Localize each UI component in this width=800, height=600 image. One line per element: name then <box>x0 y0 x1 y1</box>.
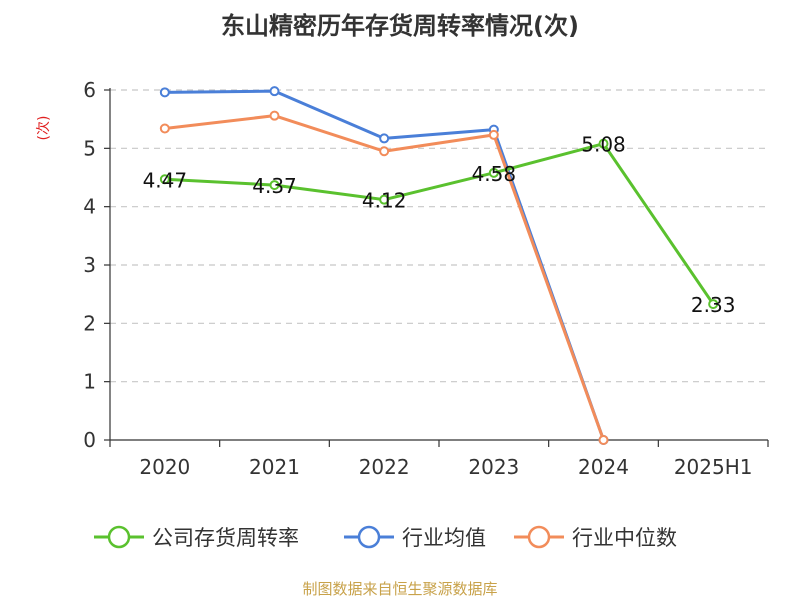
data-point[interactable] <box>379 133 390 144</box>
data-label: 4.47 <box>143 168 188 192</box>
chart-title: 东山精密历年存货周转率情况(次) <box>221 12 579 40</box>
data-point[interactable] <box>159 174 170 185</box>
legend-label: 行业均值 <box>402 526 486 550</box>
data-point[interactable] <box>269 86 280 97</box>
x-tick-label: 2022 <box>359 455 410 479</box>
data-label: 4.58 <box>472 162 517 186</box>
y-tick-label: 2 <box>83 311 96 335</box>
data-label: 2.33 <box>691 293 736 317</box>
legend-swatch-marker <box>107 525 131 549</box>
x-tick-label: 2025H1 <box>674 455 753 479</box>
data-point[interactable] <box>488 167 499 178</box>
y-tick-label: 3 <box>83 253 96 277</box>
data-point[interactable] <box>159 123 170 134</box>
data-label: 4.37 <box>252 174 297 198</box>
legend-item[interactable]: 行业中位数 <box>514 525 677 550</box>
data-label: 4.12 <box>362 189 407 213</box>
data-point[interactable] <box>159 87 170 98</box>
axes: 0 1 2 3 4 5 6 2020 2021 2022 2023 2024 2025H1 <box>83 78 769 479</box>
data-point[interactable] <box>269 110 280 121</box>
series-lines <box>159 86 719 445</box>
legend-item[interactable]: 公司存货周转率 <box>94 525 299 550</box>
legend-item[interactable]: 行业均值 <box>344 525 486 550</box>
legend[interactable]: 公司存货周转率 行业均值 行业中位数 <box>94 525 677 550</box>
y-tick-label: 4 <box>83 195 96 219</box>
source-note: 制图数据来自恒生聚源数据库 <box>302 580 497 598</box>
x-tick-label: 2024 <box>578 455 629 479</box>
data-point[interactable] <box>488 129 499 140</box>
data-point[interactable] <box>598 138 609 149</box>
legend-swatch-marker <box>357 525 381 549</box>
legend-label: 公司存货周转率 <box>152 526 299 550</box>
series-line <box>164 114 605 441</box>
x-tick-label: 2020 <box>139 455 190 479</box>
data-point[interactable] <box>379 194 390 205</box>
data-point[interactable] <box>269 180 280 191</box>
data-label: 5.08 <box>581 133 626 157</box>
x-tick-label: 2021 <box>249 455 300 479</box>
legend-label: 行业中位数 <box>572 526 677 550</box>
series-line <box>164 89 605 441</box>
y-tick-label: 0 <box>83 428 96 452</box>
data-point[interactable] <box>708 299 719 310</box>
y-tick-label: 5 <box>83 136 96 160</box>
y-tick-label: 6 <box>83 78 96 102</box>
series-line <box>164 142 715 305</box>
y-axis-label: (次) <box>36 116 52 141</box>
data-labels: 4.47 4.37 4.12 4.58 5.08 2.33 <box>143 133 736 317</box>
data-point[interactable] <box>598 435 609 445</box>
y-tick-label: 1 <box>83 370 96 394</box>
data-point[interactable] <box>379 146 390 157</box>
x-tick-label: 2023 <box>468 455 519 479</box>
legend-swatch-marker <box>527 525 551 549</box>
